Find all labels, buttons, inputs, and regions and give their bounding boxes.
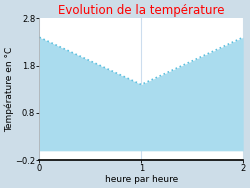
- Y-axis label: Température en °C: Température en °C: [4, 47, 14, 132]
- Title: Evolution de la température: Evolution de la température: [58, 4, 224, 17]
- X-axis label: heure par heure: heure par heure: [105, 175, 178, 184]
